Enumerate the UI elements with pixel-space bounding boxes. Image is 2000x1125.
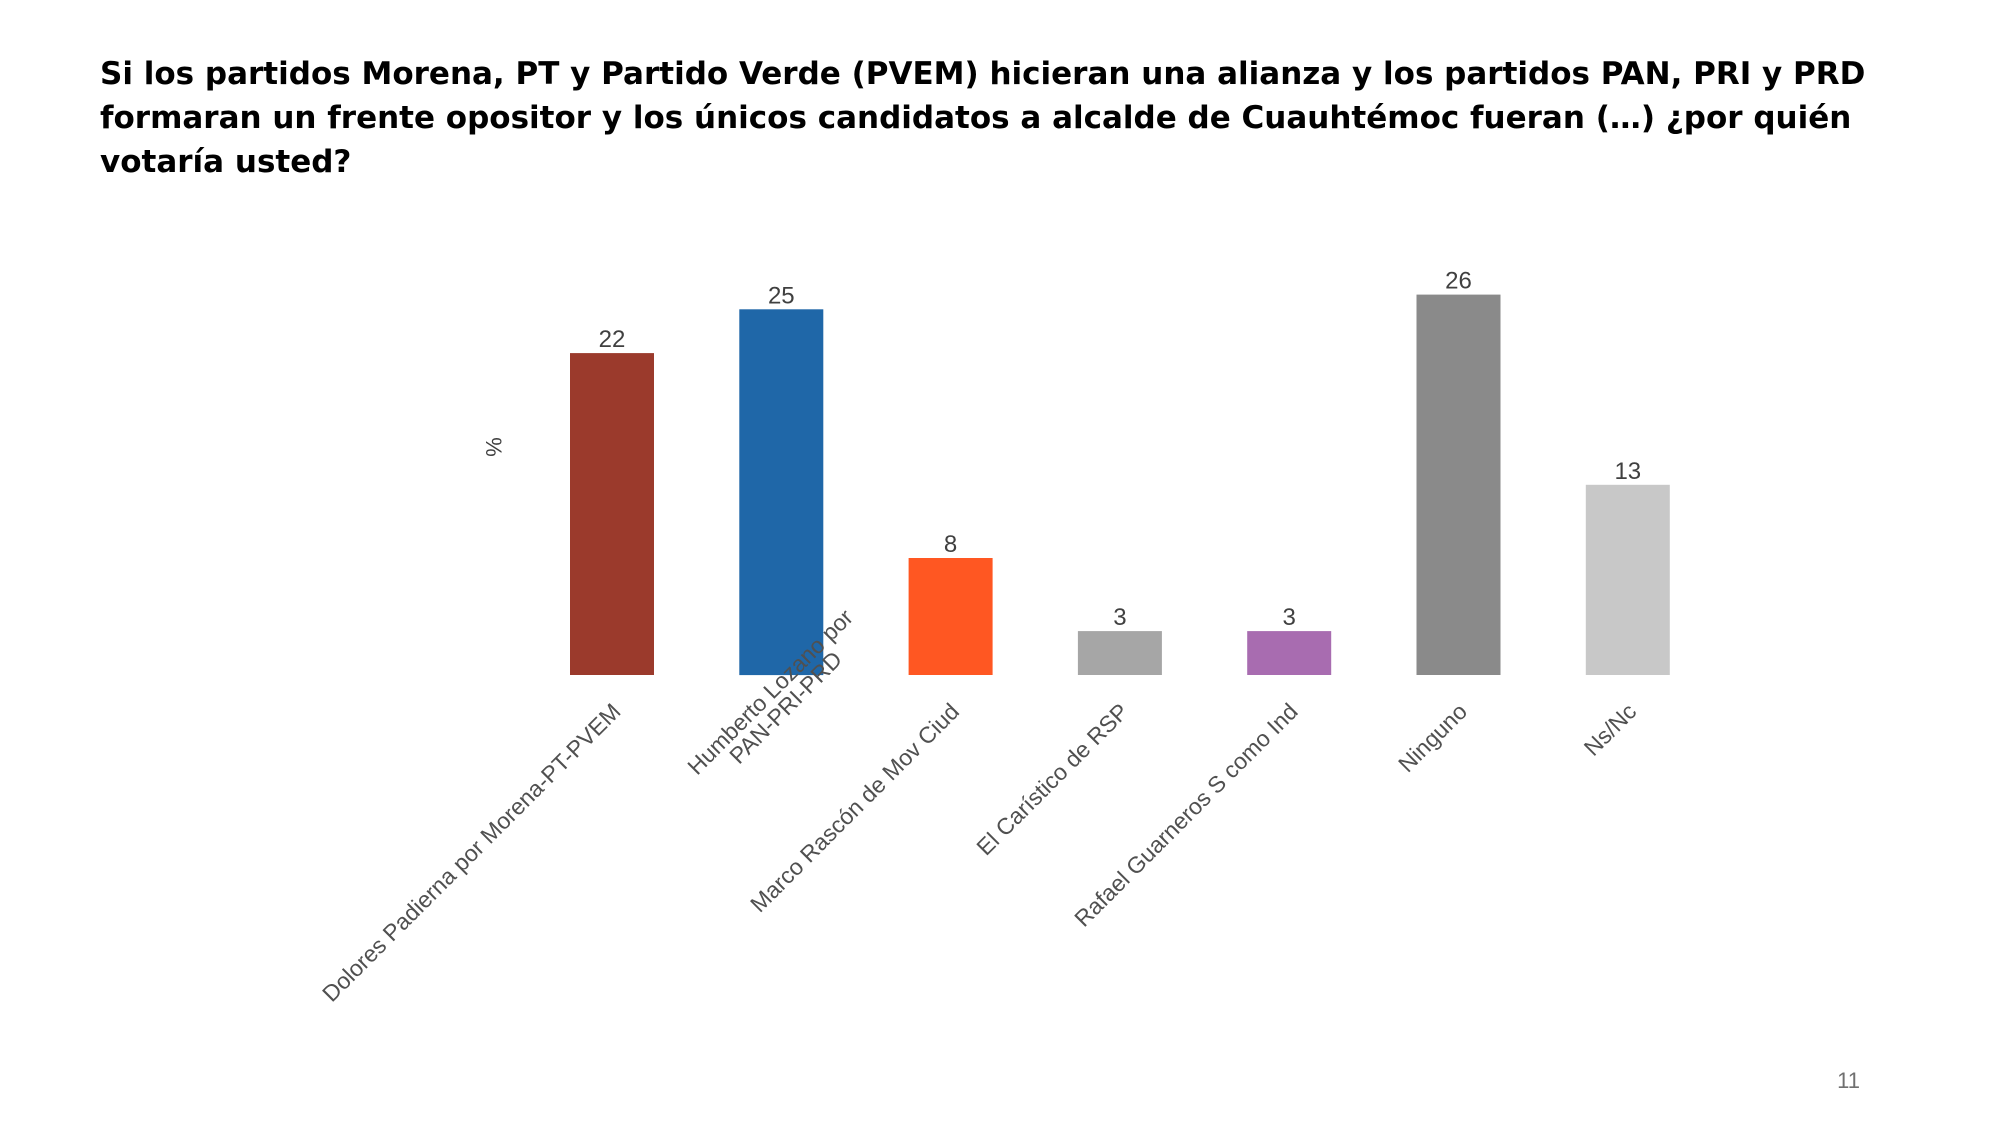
y-axis-label: % — [481, 437, 506, 457]
data-label: 13 — [1614, 458, 1641, 485]
data-label: 8 — [944, 531, 957, 558]
bars-group — [570, 294, 1670, 676]
data-labels-group: 22 25 8 3 3 26 13 — [599, 268, 1642, 631]
bar — [1077, 631, 1162, 675]
slide-title: Si los partidos Morena, PT y Partido Ver… — [100, 56, 1866, 180]
bar — [1247, 631, 1332, 675]
data-label: 3 — [1113, 604, 1126, 631]
y-axis-label-group: % — [481, 437, 506, 457]
category-label: El Carístico de RSP — [971, 698, 1133, 860]
bar — [570, 353, 654, 675]
data-label: 22 — [599, 326, 626, 353]
bar — [1585, 484, 1670, 675]
data-label: 26 — [1445, 268, 1472, 295]
category-label: Dolores Padierna por Morena-PT-PVEM — [317, 698, 626, 1007]
data-label: 3 — [1283, 604, 1296, 631]
category-label: Ninguno — [1393, 698, 1472, 777]
data-label: 25 — [768, 282, 795, 309]
category-label: Ns/Nc — [1579, 698, 1642, 761]
bar — [908, 558, 993, 675]
bar — [739, 309, 824, 676]
page-number: 11 — [1837, 1068, 1860, 1093]
bar — [1416, 294, 1501, 675]
